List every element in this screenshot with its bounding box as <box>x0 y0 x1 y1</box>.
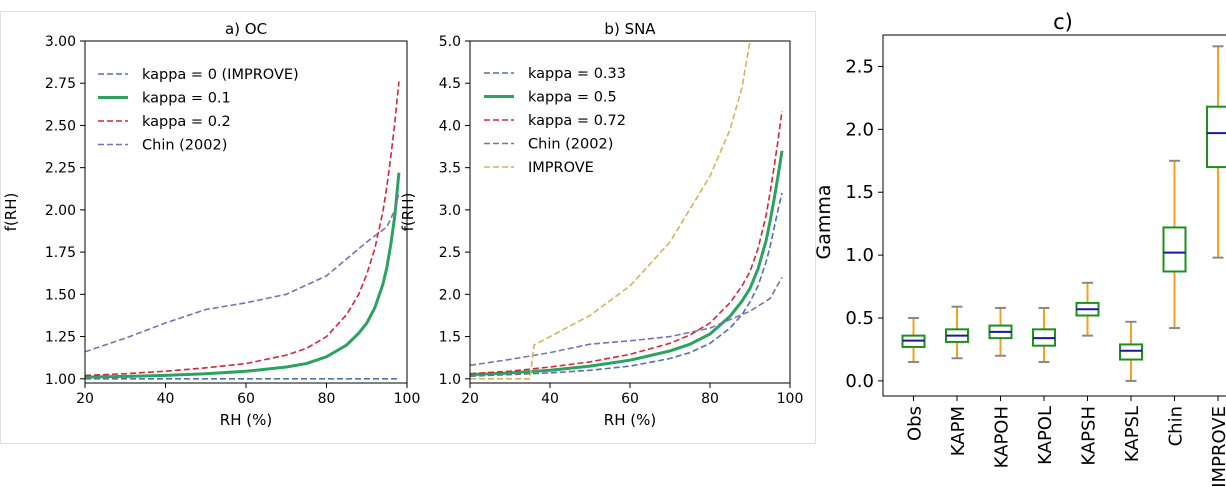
panel-c-gamma: Obs KAPM KAPOH KAPOL KAPSH KAPSL Chin IMPROVE 0.… <box>813 10 1226 487</box>
panel-c-frame <box>882 34 1226 397</box>
box-chin <box>1162 226 1187 273</box>
y-tick-label: 3.5 <box>439 161 461 177</box>
y-tick-label: 2.5 <box>845 56 874 77</box>
panel-b-title: b) SNA <box>604 20 656 38</box>
y-tick-label: 2.0 <box>439 287 461 303</box>
legend-label-kappa-0-5: kappa = 0.5 <box>528 90 617 106</box>
x-category-label: KAPOL <box>1035 406 1056 465</box>
x-tick-label: 100 <box>777 391 804 407</box>
legend-label-kappa-0-33: kappa = 0.33 <box>528 66 626 82</box>
x-category-label: KAPSH <box>1079 406 1100 466</box>
panel-a-ylabel: f(RH) <box>2 193 20 232</box>
series-line-improve <box>470 41 751 380</box>
y-tick-label: 1.00 <box>45 372 76 388</box>
panel-a-legend: kappa = 0 (IMPROVE) kappa = 0.1 kappa = 0.… <box>98 67 299 154</box>
panel-b-xlabel: RH (%) <box>604 411 656 429</box>
panel-b-legend: kappa = 0.33 kappa = 0.5 kappa = 0.72 Chin … <box>484 66 626 176</box>
x-tick-label: 80 <box>701 391 719 407</box>
y-tick-label: 3.00 <box>45 34 76 50</box>
y-tick-label: 5.0 <box>439 34 461 50</box>
panel-b-marks <box>470 41 784 380</box>
series-line-chin-2002 <box>470 277 783 367</box>
figure-frame <box>0 11 816 444</box>
y-tick-label: 1.5 <box>439 330 461 346</box>
panel-a-title: a) OC <box>225 20 267 38</box>
series-line-chin-2002 <box>85 192 400 353</box>
x-tick-label: 80 <box>318 391 336 407</box>
x-category-label: Obs <box>905 406 926 441</box>
y-tick-label: 0.0 <box>845 371 874 392</box>
y-tick-label: 1.0 <box>845 245 874 266</box>
panel-a-ticks: 20 40 60 80 100 1.00 1.25 1.50 1.75 2.00 2.25 2.50 2… <box>45 34 421 407</box>
panel-a-oc: 20 40 60 80 100 1.00 1.25 1.50 1.75 2.00 2.25 2.50 2… <box>2 20 420 429</box>
panel-c-title: c) <box>1053 10 1073 34</box>
y-tick-label: 1.0 <box>439 372 461 388</box>
boxes <box>901 45 1226 382</box>
x-tick-label: 20 <box>461 391 479 407</box>
y-tick-label: 4.0 <box>439 118 461 134</box>
y-tick-label: 2.0 <box>845 119 874 140</box>
legend-label-kappa-0-1: kappa = 0.1 <box>142 91 231 107</box>
panel-b-sna: 20 40 60 80 100 1.0 1.5 2.0 2.5 3.0 3.5 4.0 4.5 5.0 b… <box>399 20 803 429</box>
panel-b-ylabel: f(RH) <box>399 193 417 232</box>
y-tick-label: 2.25 <box>45 161 76 177</box>
panel-a-marks <box>85 81 401 380</box>
x-tick-label: 20 <box>76 391 94 407</box>
x-category-label: KAPOH <box>992 406 1013 468</box>
legend-label-kappa-0-2: kappa = 0.2 <box>142 114 231 130</box>
panel-b-ticks: 20 40 60 80 100 1.0 1.5 2.0 2.5 3.0 3.5 4.0 4.5 5.0 <box>439 34 804 407</box>
x-category-label: KAPSL <box>1122 406 1143 462</box>
x-tick-label: 40 <box>541 391 559 407</box>
y-tick-label: 4.5 <box>439 76 461 92</box>
legend-label-kappa-0-improve: kappa = 0 (IMPROVE) <box>142 67 299 83</box>
box-kapsl <box>1119 343 1143 361</box>
series-line-kappa-0-5 <box>470 150 784 377</box>
x-category-label: IMPROVE <box>1209 406 1226 487</box>
panel-c-ylabel: Gamma <box>813 184 835 259</box>
y-tick-label: 0.5 <box>845 308 874 329</box>
legend-label-improve: IMPROVE <box>528 160 594 176</box>
x-tick-label: 40 <box>157 391 175 407</box>
x-tick-label: 100 <box>394 391 421 407</box>
panel-c-marks <box>901 45 1226 382</box>
x-tick-label: 60 <box>621 391 639 407</box>
y-tick-label: 3.0 <box>439 203 461 219</box>
legend-label-kappa-0-72: kappa = 0.72 <box>528 113 626 129</box>
box-improve <box>1206 105 1226 169</box>
y-tick-label: 2.00 <box>45 203 76 219</box>
panel-a-xlabel: RH (%) <box>220 411 272 429</box>
y-tick-label: 1.5 <box>845 182 874 203</box>
series-line-kappa-0-1 <box>85 172 401 379</box>
y-tick-label: 2.50 <box>45 118 76 134</box>
y-tick-label: 2.75 <box>45 76 76 92</box>
y-tick-label: 1.50 <box>45 287 76 303</box>
y-tick-label: 1.25 <box>45 330 76 346</box>
y-tick-label: 1.75 <box>45 245 76 261</box>
panel-c-ticks: Obs KAPM KAPOH KAPOL KAPSH KAPSL Chin IMPROVE 0.… <box>845 56 1226 487</box>
x-tick-label: 60 <box>237 391 255 407</box>
x-category-label: KAPM <box>948 406 969 456</box>
y-tick-label: 2.5 <box>439 245 461 261</box>
x-category-label: Chin <box>1166 406 1187 446</box>
legend-label-chin-2002: Chin (2002) <box>528 137 613 153</box>
legend-label-chin-2002: Chin (2002) <box>142 138 227 154</box>
